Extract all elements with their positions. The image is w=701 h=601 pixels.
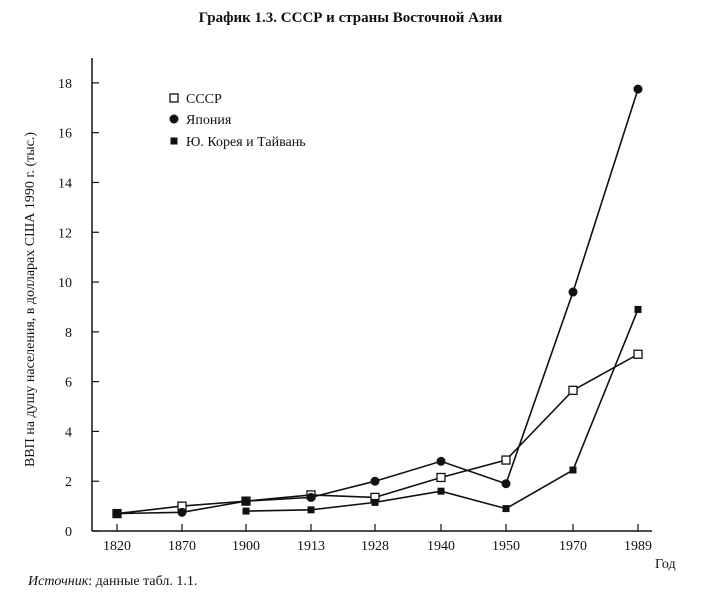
x-tick-label: 1928 [361,539,389,554]
x-tick-label: 1989 [624,539,652,554]
legend-marker [170,137,178,145]
data-point [568,385,578,395]
source-text: : данные табл. 1.1. [88,574,198,589]
data-point [501,455,511,465]
axes [91,58,652,532]
x-axis-label: Год [655,557,676,572]
x-tick-label: 1913 [297,539,325,554]
x-tick-label: 1950 [492,539,520,554]
series-1 [112,349,643,519]
x-tick-label: 1870 [168,539,196,554]
legend-marker [169,93,179,103]
legend-label: СССР [186,92,222,107]
data-point [242,507,250,515]
data-point [501,479,511,489]
data-point [633,349,643,359]
series-2 [112,84,643,519]
y-ticks: 0 2 4 6 8 10 12 14 16 18 [58,77,99,540]
chart-title: График 1.3. СССР и страны Восточной Азии [198,10,503,26]
data-point [569,466,577,474]
y-tick-label: 18 [58,77,72,92]
data-point [307,506,315,514]
x-tick-label: 1940 [427,539,455,554]
x-ticks: 1820 1870 1900 1913 1928 1940 1950 1970 1989 [103,524,652,554]
data-point [634,305,642,313]
data-point [436,472,446,483]
x-tick-label: 1970 [559,539,587,554]
data-point [177,507,187,517]
data-point [437,487,445,495]
series-line [116,353,639,515]
data-point [241,496,251,506]
source-note: Источник: данные табл. 1.1. [28,574,197,590]
source-label: Источник [28,574,89,589]
y-tick-label: 2 [65,475,72,490]
series-3 [242,305,642,515]
y-tick-label: 4 [65,425,72,440]
legend-label: Япония [186,113,232,128]
x-tick-label: 1820 [103,539,131,554]
legend: СССР Япония Ю. Корея и Тайвань [169,92,306,150]
data-point [568,287,578,297]
data-point [306,492,316,502]
legend-label: Ю. Корея и Тайвань [186,135,306,150]
y-tick-label: 12 [58,226,72,241]
x-tick-label: 1900 [232,539,260,554]
series-line [116,88,639,515]
data-point [436,456,446,466]
data-point [502,505,510,513]
data-point [371,498,379,506]
y-tick-label: 0 [65,525,72,540]
series-group [112,84,643,519]
legend-marker [169,114,179,124]
y-tick-label: 14 [58,176,72,191]
data-point [112,509,122,519]
y-axis-label: ВВП на душу населения, в долларах США 19… [23,132,38,467]
data-point [633,84,643,94]
data-point [370,476,380,486]
y-tick-label: 8 [65,326,72,341]
y-tick-label: 16 [58,127,72,142]
y-tick-label: 6 [65,376,72,391]
y-tick-label: 10 [58,276,72,291]
